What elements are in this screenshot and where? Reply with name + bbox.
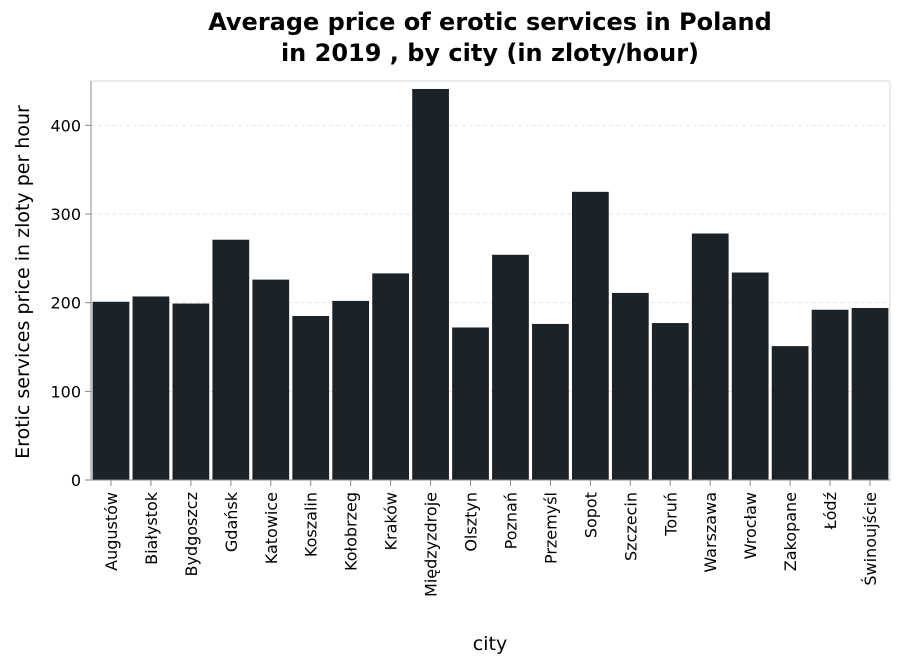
x-tick-label: Kołobrzeg [342, 492, 361, 571]
chart-title-line-1: Average price of erotic services in Pola… [208, 8, 772, 36]
x-tick-label: Międzyzdroje [422, 492, 441, 597]
x-tick-label: Łódź [821, 492, 840, 530]
y-tick-label: 100 [50, 382, 81, 401]
x-tick-label: Białystok [142, 491, 161, 565]
x-tick-label: Koszalin [302, 492, 321, 557]
x-tick-label: Olsztyn [462, 492, 481, 552]
bar-4 [252, 279, 290, 480]
x-tick-label: Gdańsk [222, 491, 241, 552]
x-tick-label: Szczecin [621, 492, 640, 561]
grid-lines [91, 124, 890, 392]
bars [92, 88, 889, 481]
x-tick-label: Augustów [102, 492, 121, 571]
plot-frame [91, 80, 891, 480]
bar-3 [212, 239, 250, 480]
bar-19 [851, 307, 889, 480]
bar-18 [811, 309, 849, 480]
x-tick-label: Toruń [661, 492, 680, 537]
bar-17 [771, 346, 809, 480]
y-tick-label: 200 [50, 294, 81, 313]
x-tick-label: Zakopane [781, 492, 800, 571]
bar-10 [492, 254, 529, 480]
bar-2 [172, 303, 210, 480]
x-tick-label: Wrocław [741, 492, 760, 559]
bar-8 [412, 88, 449, 480]
x-tick-label: Bydgoszcz [182, 492, 201, 576]
chart-title: Average price of erotic services in Pola… [208, 8, 772, 67]
x-axis-label: city [473, 633, 507, 655]
bar-6 [332, 300, 370, 480]
bar-14 [651, 323, 689, 480]
x-tick-label: Kraków [382, 492, 401, 550]
bar-0 [92, 301, 130, 480]
bar-5 [292, 315, 330, 480]
x-tick-label: Świnoujście [861, 492, 880, 586]
bar-15 [691, 233, 729, 480]
bar-12 [571, 191, 609, 481]
bar-1 [132, 296, 170, 480]
y-tick-label: 400 [50, 116, 81, 135]
bar-13 [611, 292, 649, 480]
x-tick-label: Katowice [262, 492, 281, 564]
y-axis: 0 100 200 300 400 [50, 81, 92, 490]
x-tick-label: Poznań [501, 492, 520, 549]
y-axis-label: Erotic services price in zloty per hour [12, 105, 34, 459]
x-tick-label: Przemyśl [541, 492, 560, 564]
x-tick-label: Sopot [581, 492, 600, 538]
bar-16 [731, 272, 769, 480]
bar-7 [372, 273, 410, 480]
bar-11 [532, 323, 569, 480]
y-tick-label: 300 [50, 205, 81, 224]
x-tick-label: Warszawa [701, 492, 720, 573]
x-axis: Augustów Białystok Bydgoszcz Gdańsk Katowice… [91, 479, 890, 597]
bar-9 [452, 327, 489, 480]
y-tick-label: 0 [71, 471, 81, 490]
chart-title-line-2: in 2019 , by city (in zloty/hour) [281, 39, 699, 67]
